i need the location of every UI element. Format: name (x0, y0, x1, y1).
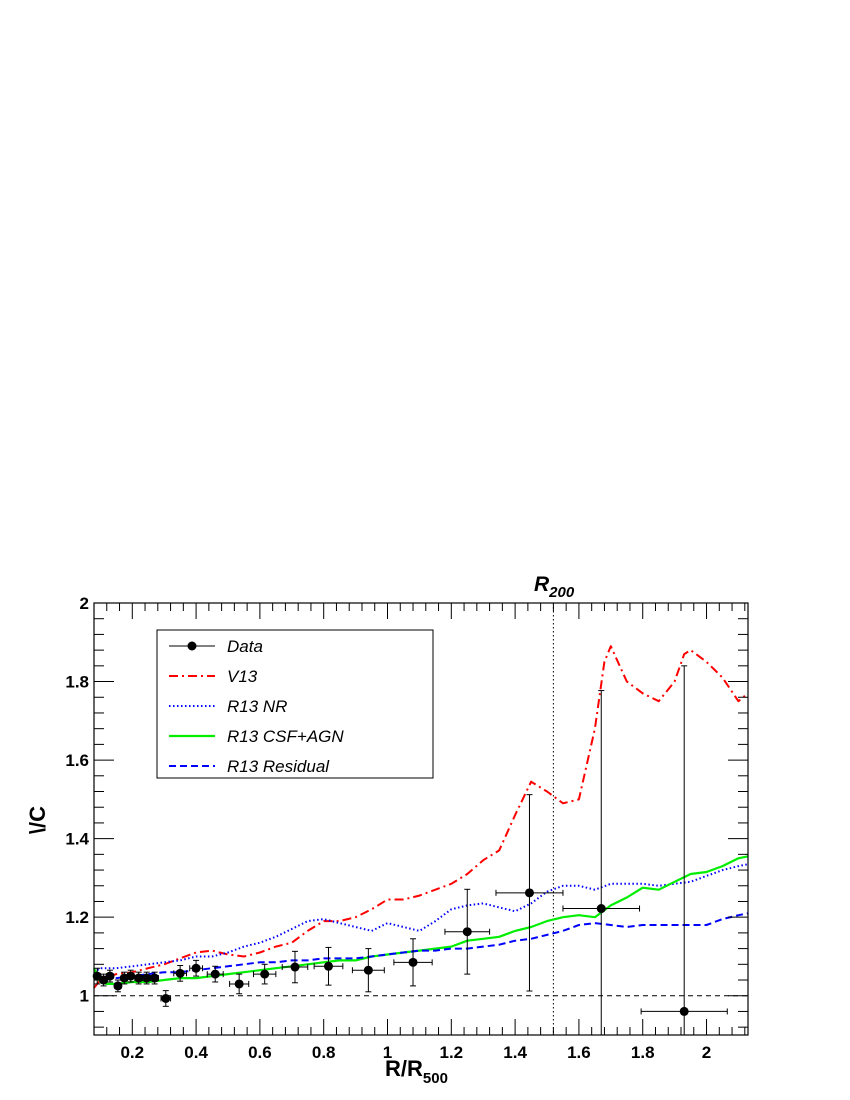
data-point-marker (323, 961, 333, 971)
data-point (253, 963, 277, 985)
data-point-marker (290, 962, 300, 972)
data-point (229, 973, 250, 995)
data-point (393, 938, 433, 987)
y-tick-label: 1.8 (65, 673, 89, 692)
x-tick-label: 1.4 (503, 1043, 527, 1062)
data-point-marker (134, 973, 144, 983)
data-point (640, 665, 728, 1036)
x-tick-label: 2 (702, 1043, 711, 1062)
data-point-marker (150, 973, 160, 983)
data-point-marker (234, 979, 244, 989)
x-tick-label: 1.8 (631, 1043, 655, 1062)
legend-item: V13 (169, 667, 258, 686)
labels-layer: R/R500 \/C R200 (25, 573, 575, 1087)
data-point (562, 690, 641, 1036)
data-point (126, 969, 136, 983)
reference-layer (94, 603, 748, 1035)
data-point-marker (113, 981, 123, 991)
legend-label-r13-csf-agn: R13 CSF+AGN (227, 727, 344, 746)
data-point (444, 888, 491, 975)
x-tick-label: 1.2 (439, 1043, 463, 1062)
data-point (495, 794, 564, 992)
data-point-marker (363, 965, 373, 975)
y-tick-label: 1.6 (65, 751, 89, 770)
data-point-marker (105, 971, 115, 981)
plot-frame (93, 602, 749, 1036)
legend-label-r13-nr: R13 NR (227, 697, 287, 716)
data-point-marker (462, 927, 472, 937)
y-tick-label: 2 (80, 594, 89, 613)
axes-layer: 0.2 0.4 0.6 0.8 1 1.2 1.4 1.6 1.8 2 1 1.2 1.4 1.6 1.8 2 (65, 594, 749, 1062)
legend-item: Data (169, 637, 263, 656)
legend-item: R13 Residual (169, 757, 330, 776)
data-point (150, 971, 160, 985)
data-point (206, 965, 224, 983)
data-point-marker (210, 969, 220, 979)
legend-label-data: Data (227, 637, 263, 656)
x-axis-title-main: R/R (385, 1056, 423, 1081)
y-tick-label: 1.4 (65, 830, 89, 849)
y-tick-label: 1.2 (65, 908, 89, 927)
data-points-layer (92, 665, 728, 1036)
series-line-r13-nr (93, 863, 749, 974)
r200-label: R200 (534, 573, 575, 601)
x-tick-label: 1 (383, 1043, 392, 1062)
legend-box (156, 629, 434, 779)
data-point (313, 946, 344, 986)
data-point-marker (596, 904, 606, 914)
r200-label-main: R (534, 573, 550, 596)
series-line-r13-csf-agn (93, 855, 749, 985)
x-tick-label: 0.2 (120, 1043, 144, 1062)
x-axis-title-subscript: 500 (423, 1070, 448, 1087)
r200-label-subscript: 200 (548, 584, 575, 601)
series-line-v13 (93, 645, 749, 989)
data-point (105, 969, 115, 983)
data-point-marker (191, 963, 201, 973)
data-point (189, 959, 203, 977)
x-axis-title: R/R500 (385, 1056, 448, 1087)
data-point-marker (679, 1006, 689, 1016)
data-point-marker (524, 888, 534, 898)
legend-swatch-marker (187, 641, 197, 651)
data-point-marker (142, 973, 152, 983)
y-tick-label: 1 (80, 987, 89, 1006)
data-point (173, 964, 188, 982)
x-tick-label: 0.6 (248, 1043, 272, 1062)
x-tick-label: 0.4 (184, 1043, 208, 1062)
legend-label-v13: V13 (227, 667, 258, 686)
data-point (160, 990, 172, 1007)
y-axis-title: \/C (25, 806, 50, 834)
data-point (351, 948, 385, 993)
x-tick-label: 1.6 (567, 1043, 591, 1062)
data-point (281, 950, 309, 984)
data-point-marker (408, 957, 418, 967)
data-point-marker (260, 969, 270, 979)
x-tick-label: 0.8 (312, 1043, 336, 1062)
data-point-marker (161, 993, 171, 1003)
data-point-marker (175, 968, 185, 978)
legend-item: R13 NR (169, 697, 287, 716)
legend-item: R13 CSF+AGN (169, 727, 344, 746)
data-point (113, 979, 123, 993)
legend-label-r13-residual: R13 Residual (227, 757, 330, 776)
data-point-marker (126, 971, 136, 981)
legend: Data V13 R13 NR R13 CSF+AGN R13 Residual (156, 629, 434, 779)
